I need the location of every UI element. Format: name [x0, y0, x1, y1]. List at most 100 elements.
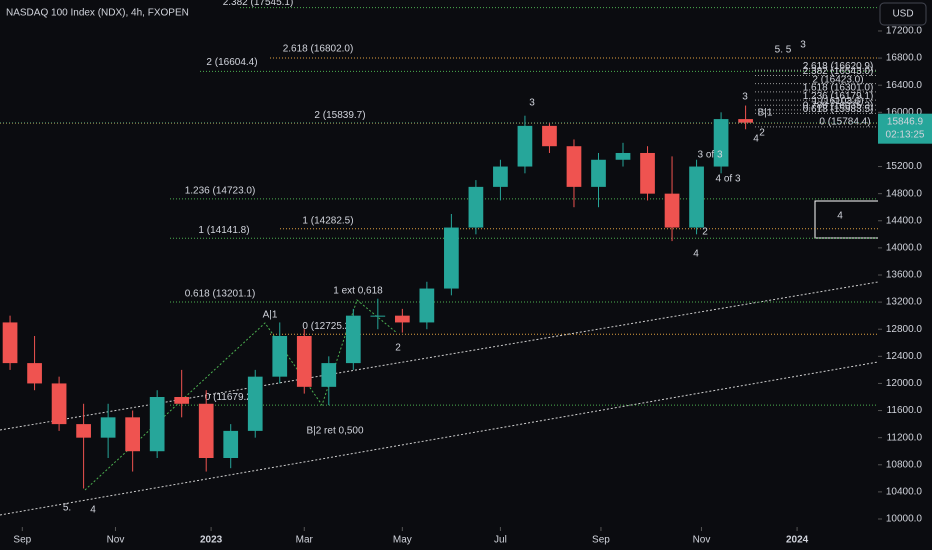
wave-label: 4 of 3	[715, 174, 740, 185]
candle-body	[27, 363, 42, 384]
fib-label: 1 (16103.6)	[812, 96, 863, 107]
candle-body	[713, 119, 729, 167]
wave-label: 5.	[63, 503, 71, 514]
chart-title: NASDAQ 100 Index (NDX), 4h, FXOPEN	[6, 8, 189, 19]
candle-body	[149, 396, 165, 452]
fib-label: 2 (16604.4)	[206, 57, 257, 68]
candle-body	[100, 417, 116, 438]
candle-body	[591, 159, 606, 187]
x-tick-label: Jul	[494, 535, 507, 546]
fib-label: 2.382 (16543.0)	[803, 66, 874, 77]
trend-line	[0, 361, 879, 516]
candle-body	[419, 288, 435, 323]
candle-body	[223, 430, 239, 458]
wave-label: A|1	[263, 310, 278, 321]
wave-label: 3	[742, 92, 748, 103]
fib-label: 1 (14141.8)	[198, 225, 249, 236]
x-tick-label: Sep	[13, 535, 31, 546]
candle-body	[493, 166, 508, 187]
x-tick-label: May	[393, 535, 412, 546]
wave-label: 3 of 3	[697, 150, 722, 161]
wave-label: 2	[759, 128, 765, 139]
y-tick-label: 14400.0	[886, 215, 923, 226]
currency-button[interactable]	[879, 2, 927, 26]
wave-label: B|1	[758, 108, 773, 119]
currency-button-label: USD	[892, 9, 913, 20]
y-tick-label: 12000.0	[886, 378, 923, 389]
y-tick-label: 13600.0	[886, 270, 923, 281]
candle-body	[247, 376, 263, 431]
fib-label: 1 (14282.5)	[302, 215, 353, 226]
candle-body	[640, 152, 655, 194]
candle-body	[51, 383, 67, 425]
y-tick-label: 14000.0	[886, 243, 923, 254]
x-tick-label: Mar	[296, 535, 314, 546]
y-tick-label: 17200.0	[886, 26, 923, 37]
wave-label: 4	[753, 134, 759, 145]
candle-body	[689, 166, 704, 228]
wave-label: 4	[90, 505, 96, 516]
price-axis	[878, 0, 932, 550]
y-tick-label: 10000.0	[886, 514, 923, 525]
candle-body	[321, 363, 337, 387]
y-tick-label: 15200.0	[886, 161, 923, 172]
fib-label: 0 (12725.2)	[302, 321, 353, 332]
candle-body	[272, 335, 288, 377]
candle-body	[125, 417, 140, 452]
candle-body	[542, 125, 557, 147]
candle-body	[444, 227, 459, 289]
y-tick-label: 14800.0	[886, 188, 923, 199]
x-tick-label: Sep	[592, 535, 610, 546]
fib-label: 0.786 (16035.3)	[803, 101, 874, 112]
x-tick-label: 2024	[786, 535, 809, 546]
wave-label: 2	[702, 227, 708, 238]
candle-body	[517, 125, 533, 167]
wave-label: B|2 ret 0,500	[306, 426, 364, 437]
y-tick-label: 11600.0	[887, 405, 923, 416]
y-tick-label: 16400.0	[886, 80, 923, 91]
fib-label: 2 (16423.0)	[812, 74, 863, 85]
candle-body	[296, 335, 312, 387]
y-tick-label: 10800.0	[886, 459, 923, 470]
y-tick-label: 16000.0	[886, 107, 923, 118]
x-tick-label: 2023	[200, 535, 223, 546]
fib-label: 2.382 (17545.1)	[223, 0, 294, 8]
candle-body	[664, 193, 680, 228]
fib-label: 0 (11679.2)	[205, 392, 255, 403]
candle-body	[566, 146, 582, 187]
wave-label: 4	[693, 249, 699, 260]
wave-label: 4	[837, 211, 843, 222]
y-tick-label: 11200.0	[887, 432, 923, 443]
candle-body	[174, 396, 190, 404]
candle-body	[370, 315, 386, 317]
y-tick-label: 13200.0	[886, 297, 923, 308]
candle-body	[738, 119, 753, 123]
wave-label: 1 ext 0,618	[333, 286, 383, 297]
last-price-label: 15846.9	[887, 116, 924, 127]
candle-body	[2, 322, 18, 364]
wave-label: 3	[529, 98, 535, 109]
candle-body	[468, 186, 484, 228]
candle-body	[345, 315, 361, 364]
fib-label: 1.236 (14723.0)	[185, 186, 256, 197]
candle-body	[198, 403, 214, 458]
fib-label: 0 (15784.4)	[819, 117, 870, 128]
fib-label: 2.618 (16620.9)	[803, 61, 874, 72]
fib-label: 0.618 (15983.5)	[803, 104, 874, 115]
countdown-label: 02:13:25	[886, 129, 925, 140]
candle-body	[615, 152, 631, 160]
fib-label: 2.618 (16802.0)	[283, 44, 354, 55]
x-tick-label: Nov	[693, 535, 711, 546]
wave-label: 2	[395, 343, 401, 354]
fib-label: 2 (15839.7)	[314, 110, 365, 121]
x-tick-label: Nov	[107, 535, 125, 546]
y-tick-label: 12400.0	[886, 351, 923, 362]
y-tick-label: 10400.0	[886, 487, 923, 498]
y-tick-label: 16800.0	[886, 53, 923, 64]
wave-label: 5. 5	[775, 45, 792, 56]
trend-line	[0, 281, 879, 431]
wave-path	[84, 299, 398, 491]
fib-label: 0.618 (13201.1)	[185, 289, 256, 300]
